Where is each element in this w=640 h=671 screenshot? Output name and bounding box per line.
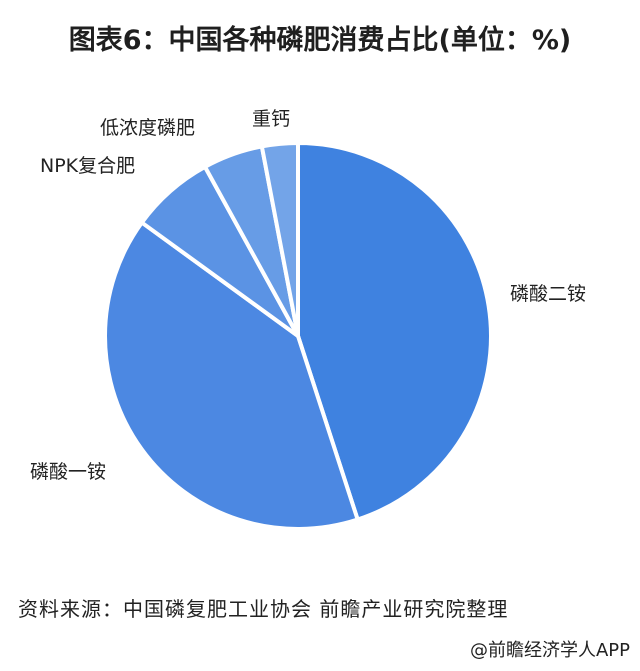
slice-label-2: 磷酸一铵: [30, 461, 106, 483]
slice-label-3: NPK复合肥: [40, 155, 135, 177]
pie-slice-5: [259, 141, 300, 338]
slice-label-5: 重钙: [252, 108, 290, 130]
chart-title: 图表6：中国各种磷肥消费占比(单位：%): [68, 25, 572, 56]
pie-slices: [103, 141, 493, 531]
source-note: 资料来源：中国磷复肥工业协会 前瞻产业研究院整理: [18, 597, 509, 621]
pie-slice-1: [296, 141, 493, 522]
slice-label-4: 低浓度磷肥: [100, 117, 195, 139]
slice-label-1: 磷酸二铵: [510, 283, 586, 305]
pie-slice-2: [103, 220, 360, 531]
credit-watermark: @前瞻经济学人APP: [469, 640, 630, 661]
